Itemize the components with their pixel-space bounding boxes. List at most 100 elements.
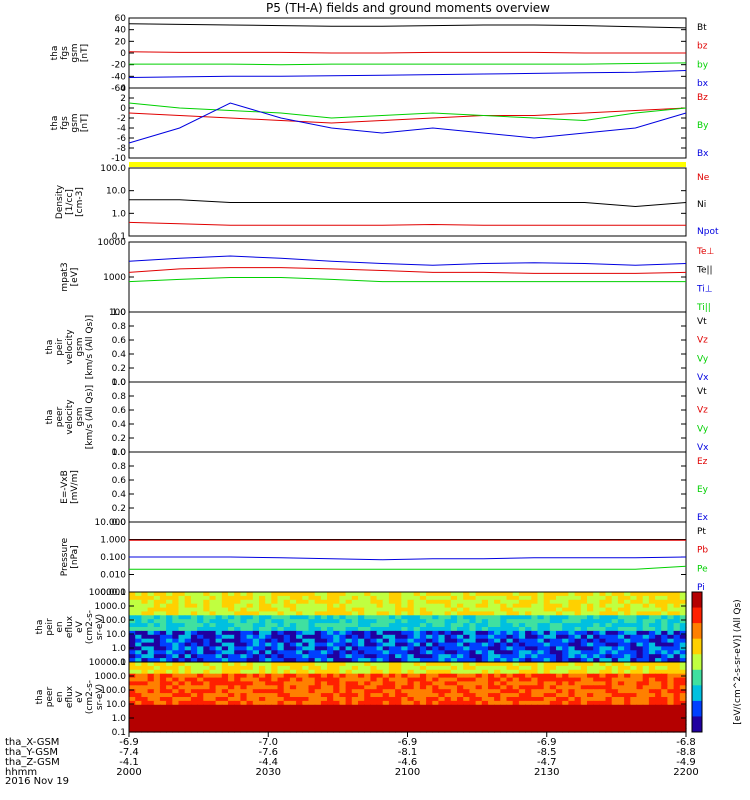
heatmap-cell — [265, 728, 272, 733]
heatmap-cell — [556, 603, 563, 609]
heatmap-cell — [419, 712, 427, 718]
heatmap-cell — [549, 615, 557, 620]
heatmap-cell — [500, 708, 508, 714]
heatmap-cell — [679, 700, 687, 706]
heatmap-cell — [531, 716, 539, 721]
heatmap-cell — [395, 693, 402, 698]
heatmap-cell — [141, 603, 149, 609]
heatmap-cell — [679, 685, 687, 690]
heatmap-cell — [661, 724, 668, 729]
heatmap-cell — [556, 669, 563, 675]
heatmap-cell — [512, 665, 520, 671]
heatmap-cell — [178, 623, 186, 628]
heatmap-cell — [500, 669, 508, 675]
heatmap-cell — [512, 677, 520, 683]
heatmap-cell — [221, 654, 229, 659]
heatmap-cell — [246, 658, 254, 663]
heatmap-cell — [624, 677, 631, 683]
heatmap-cell — [457, 685, 464, 690]
heatmap-cell — [159, 627, 167, 632]
heatmap-cell — [506, 623, 514, 628]
heatmap-cell — [351, 638, 359, 644]
heatmap-cell — [661, 677, 668, 683]
heatmap-cell — [488, 642, 495, 648]
heatmap-cell — [246, 650, 254, 655]
heatmap-cell — [234, 689, 241, 694]
heatmap-cell — [327, 607, 334, 613]
heatmap-cell — [178, 646, 186, 651]
heatmap-cell — [655, 716, 662, 721]
heatmap-cell — [636, 592, 644, 597]
heatmap-cell — [271, 646, 279, 651]
heatmap-cell — [271, 630, 279, 636]
heatmap-cell — [587, 704, 594, 710]
heatmap-cell — [549, 650, 557, 655]
heatmap-cell — [221, 662, 229, 667]
heatmap-cell — [166, 685, 173, 690]
heatmap-cell — [556, 646, 563, 651]
heatmap-cell — [172, 673, 180, 679]
heatmap-cell — [494, 630, 501, 636]
heatmap-cell — [265, 595, 272, 601]
colorbar-segment — [692, 669, 702, 686]
heatmap-cell — [283, 700, 291, 706]
heatmap-cell — [463, 689, 470, 694]
heatmap-cell — [648, 634, 656, 640]
heatmap-cell — [129, 677, 136, 683]
heatmap-cell — [587, 689, 594, 694]
heatmap-cell — [370, 650, 378, 655]
heatmap-cell — [277, 708, 285, 714]
heatmap-cell — [531, 623, 539, 628]
heatmap-cell — [228, 724, 235, 729]
heatmap-cell — [296, 630, 303, 636]
heatmap-cell — [376, 665, 384, 671]
heatmap-cell — [228, 677, 235, 683]
heatmap-cell — [679, 712, 687, 718]
heatmap-cell — [630, 704, 638, 710]
heatmap-cell — [580, 646, 588, 651]
heatmap-cell — [320, 611, 328, 616]
heatmap-cell — [525, 650, 532, 655]
heatmap-cell — [308, 634, 316, 640]
heatmap-cell — [129, 685, 136, 690]
heatmap-cell — [153, 673, 161, 679]
heatmap-cell — [364, 642, 371, 648]
heatmap-cell — [475, 712, 483, 718]
heatmap-cell — [636, 665, 644, 671]
heatmap-cell — [320, 673, 328, 679]
heatmap-cell — [648, 658, 656, 663]
series-line-Ne — [128, 221, 686, 226]
heatmap-cell — [574, 646, 582, 651]
heatmap-cell — [617, 673, 625, 679]
heatmap-cell — [153, 704, 161, 710]
heatmap-cell — [209, 592, 217, 597]
heatmap-cell — [655, 627, 662, 632]
heatmap-cell — [382, 630, 390, 636]
heatmap-cell — [129, 642, 136, 648]
heatmap-cell — [159, 681, 167, 686]
heatmap-cell — [190, 665, 198, 671]
heatmap-cell — [283, 728, 291, 733]
heatmap-cell — [574, 638, 582, 644]
heatmap-cell — [166, 662, 173, 667]
heatmap-cell — [308, 623, 316, 628]
heatmap-cell — [308, 689, 316, 694]
heatmap-cell — [308, 662, 316, 667]
heatmap-cell — [568, 677, 576, 683]
heatmap-cell — [475, 720, 483, 725]
heatmap-cell — [382, 658, 390, 663]
heatmap-cell — [432, 697, 440, 702]
heatmap-cell — [506, 603, 514, 609]
heatmap-cell — [382, 619, 390, 624]
heatmap-cell — [512, 615, 520, 620]
heatmap-cell — [289, 603, 297, 609]
heatmap-cell — [475, 623, 483, 628]
heatmap-cell — [673, 685, 681, 690]
heatmap-cell — [512, 638, 520, 644]
heatmap-cell — [129, 724, 136, 729]
series-line-bx — [128, 70, 687, 78]
heatmap-cell — [574, 708, 582, 714]
heatmap-cell — [265, 638, 272, 644]
heatmap-cell — [481, 615, 489, 620]
y-axis-label: [mV/m] — [70, 470, 80, 504]
